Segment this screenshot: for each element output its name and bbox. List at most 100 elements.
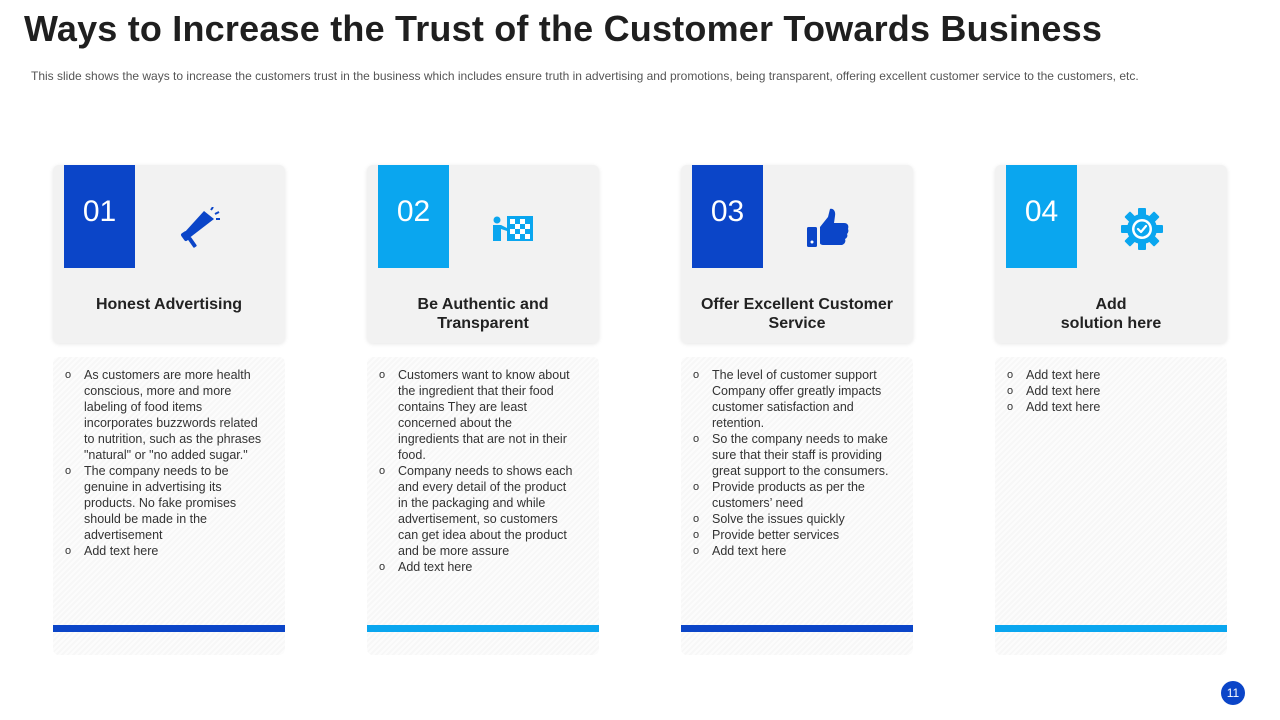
bullet-line: contains They are least xyxy=(398,400,528,414)
bullet-item: o The level of customer support Company … xyxy=(693,367,901,431)
bullet-circle-icon: o xyxy=(1007,369,1014,381)
bullet-list: o Add text here o Add text here o Add te… xyxy=(995,357,1227,415)
bullet-circle-icon: o xyxy=(1007,401,1014,413)
bullet-line: conscious, more and more xyxy=(84,384,232,398)
bullet-item: o Customers want to know about the ingre… xyxy=(379,367,587,463)
bullet-text: So the company needs to make sure that t… xyxy=(712,431,901,479)
card-header: 04 Add solution here xyxy=(995,165,1227,343)
megaphone-icon xyxy=(181,207,220,248)
bullet-text: Provide better services xyxy=(712,527,901,543)
page-number: 11 xyxy=(1221,681,1245,705)
bullet-item: o Provide better services xyxy=(693,527,901,543)
bullet-line: customers’ need xyxy=(712,496,804,510)
bullet-line: great support to the consumers. xyxy=(712,464,889,478)
card-add-solution: 04 Add solution here o xyxy=(995,165,1227,655)
bullet-circle-icon: o xyxy=(693,369,700,381)
card-header: 03 Offer Excellent Customer Service xyxy=(681,165,913,343)
bullet-circle-icon: o xyxy=(379,369,386,381)
card-title: Be Authentic and Transparent xyxy=(377,295,589,333)
bullet-line: "natural" or "no added sugar." xyxy=(84,448,248,462)
card-number: 01 xyxy=(64,165,135,268)
bullet-line: in the packaging and while xyxy=(398,496,546,510)
bullet-line: So the company needs to make xyxy=(712,432,888,446)
card-title: Honest Advertising xyxy=(63,295,275,314)
bullet-line: Provide better services xyxy=(712,528,840,542)
bullet-line: genuine in advertising its xyxy=(84,480,222,494)
bullet-text: Solve the issues quickly xyxy=(712,511,901,527)
bullet-item: o Add text here xyxy=(1007,383,1215,399)
card-header: 02 Be Authentic and Transparent xyxy=(367,165,599,343)
bullet-line: and be more assure xyxy=(398,544,510,558)
bullet-line: labeling of food items xyxy=(84,400,203,414)
bullet-circle-icon: o xyxy=(379,465,386,477)
bullet-line: incorporates buzzwords related xyxy=(84,416,258,430)
bullet-line: customer satisfaction and xyxy=(712,400,854,414)
bullet-line: to nutrition, such as the phrases xyxy=(84,432,262,446)
bullet-circle-icon: o xyxy=(65,545,72,557)
bullet-list: o The level of customer support Company … xyxy=(681,357,913,559)
bullet-item: o Add text here xyxy=(1007,367,1215,383)
bullet-line: food. xyxy=(398,448,426,462)
bullet-circle-icon: o xyxy=(1007,385,1014,397)
bullet-circle-icon: o xyxy=(379,561,386,573)
bullet-line: Company offer greatly impacts xyxy=(712,384,882,398)
card-body: o As customers are more health conscious… xyxy=(53,357,285,655)
card-header: 01 Honest Advertising xyxy=(53,165,285,343)
bullet-line: can get idea about the product xyxy=(398,528,567,542)
bullet-circle-icon: o xyxy=(693,529,700,541)
bullet-text: Add text here xyxy=(1026,399,1215,415)
card-number: 03 xyxy=(692,165,763,268)
bullet-item: o As customers are more health conscious… xyxy=(65,367,273,463)
bullet-text: Add text here xyxy=(1026,367,1215,383)
bullet-text: Add text here xyxy=(84,543,273,559)
bullet-line: advertisement xyxy=(84,528,163,542)
bullet-item: o Company needs to shows each and every … xyxy=(379,463,587,559)
bullet-item: o Add text here xyxy=(65,543,273,559)
card-accent-bar xyxy=(367,625,599,632)
bullet-item: o Add text here xyxy=(379,559,587,575)
bullet-circle-icon: o xyxy=(693,513,700,525)
card-body: o The level of customer support Company … xyxy=(681,357,913,655)
card-title: Add solution here xyxy=(1005,295,1217,333)
bullet-line: Add text here xyxy=(398,560,473,574)
bullet-text: Customers want to know about the ingredi… xyxy=(398,367,587,463)
bullet-text: The company needs to be genuine in adver… xyxy=(84,463,273,543)
bullet-line: Provide products as per the xyxy=(712,480,865,494)
bullet-item: o So the company needs to make sure that… xyxy=(693,431,901,479)
card-title-line: Offer Excellent Customer xyxy=(700,296,894,313)
bullet-text: Add text here xyxy=(398,559,587,575)
bullet-circle-icon: o xyxy=(65,369,72,381)
bullet-line: Solve the issues quickly xyxy=(712,512,845,526)
card-body: o Add text here o Add text here o Add te… xyxy=(995,357,1227,655)
card-title: Offer Excellent Customer Service xyxy=(691,295,903,333)
card-title-line: Be Authentic and xyxy=(417,296,549,313)
bullet-line: Add text here xyxy=(84,544,159,558)
bullet-item: o Solve the issues quickly xyxy=(693,511,901,527)
card-title-line: solution here xyxy=(1060,315,1162,332)
bullet-line: ingredients that are not in their xyxy=(398,432,567,446)
bullet-line: advertisement, so customers xyxy=(398,512,558,526)
bullet-text: The level of customer support Company of… xyxy=(712,367,901,431)
presentation-board-icon xyxy=(493,216,533,241)
card-accent-bar xyxy=(995,625,1227,632)
card-title-line: Add xyxy=(1095,296,1127,313)
bullet-line: Add text here xyxy=(1026,384,1101,398)
slide-subtitle: This slide shows the ways to increase th… xyxy=(31,69,1139,83)
bullet-line: should be made in the xyxy=(84,512,208,526)
bullet-line: retention. xyxy=(712,416,765,430)
card-honest-advertising: 01 Honest Advertising o As customers are… xyxy=(53,165,285,655)
bullet-line: and every detail of the product xyxy=(398,480,567,494)
bullet-text: As customers are more health conscious, … xyxy=(84,367,273,463)
card-be-authentic: 02 Be Authentic and Transparent o Custom… xyxy=(367,165,599,655)
bullet-circle-icon: o xyxy=(693,545,700,557)
bullet-line: Add text here xyxy=(1026,368,1101,382)
bullet-line: sure that their staff is providing xyxy=(712,448,882,462)
bullet-item: o Provide products as per the customers’… xyxy=(693,479,901,511)
gear-check-icon xyxy=(1121,208,1163,250)
bullet-line: products. No fake promises xyxy=(84,496,237,510)
bullet-item: o Add text here xyxy=(1007,399,1215,415)
bullet-list: o Customers want to know about the ingre… xyxy=(367,357,599,575)
card-excellent-service: 03 Offer Excellent Customer Service o Th… xyxy=(681,165,913,655)
card-title-line: Transparent xyxy=(437,315,529,332)
bullet-line: concerned about the xyxy=(398,416,512,430)
